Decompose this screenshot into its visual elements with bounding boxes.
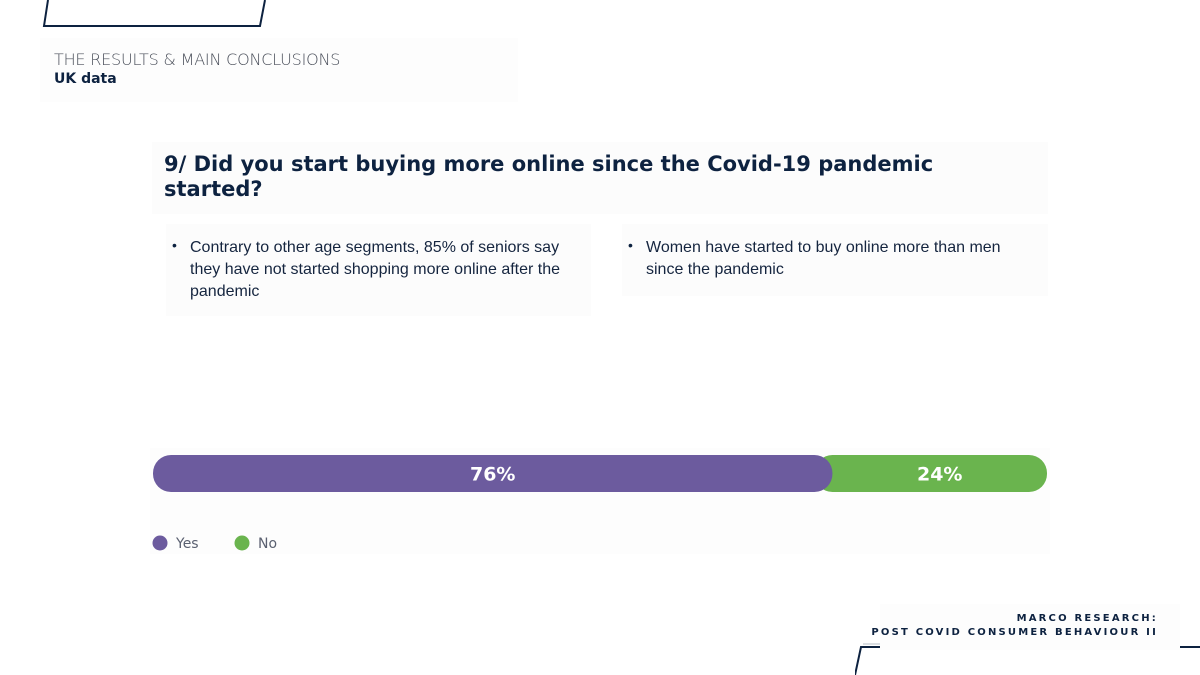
note-card-gender: • Women have started to buy online more …: [622, 224, 1048, 296]
bullet-icon: •: [172, 237, 177, 253]
footer-line-1: MARCO RESEARCH:: [1016, 613, 1158, 624]
footer-branding: MARCO RESEARCH: POST COVID CONSUMER BEHA…: [871, 612, 1158, 640]
question-box: 9/ Did you start buying more online sinc…: [152, 142, 1048, 214]
data-label-no: 24%: [917, 464, 962, 486]
section-header: THE RESULTS & MAIN CONCLUSIONS UK data: [40, 38, 518, 102]
legend-marker-yes: [152, 535, 168, 551]
legend-label-no: No: [258, 536, 277, 552]
bar-segment-yes: [153, 455, 833, 492]
section-label: THE RESULTS & MAIN CONCLUSIONS: [54, 50, 341, 69]
note-text: Women have started to buy online more th…: [646, 239, 1001, 278]
section-subtitle: UK data: [54, 71, 117, 87]
corner-decoration-top: [42, 0, 266, 27]
footer-line-2: POST COVID CONSUMER BEHAVIOUR II: [871, 627, 1158, 638]
legend-label-yes: Yes: [175, 536, 199, 552]
footer-background: [880, 604, 1180, 650]
legend-marker-no: [234, 535, 250, 551]
note-text: Contrary to other age segments, 85% of s…: [190, 239, 561, 300]
data-label-yes: 76%: [470, 464, 515, 486]
question-title: 9/ Did you start buying more online sinc…: [164, 152, 934, 201]
note-card-seniors: • Contrary to other age segments, 85% of…: [166, 224, 591, 316]
bullet-icon: •: [628, 237, 633, 253]
bar-segment-no: [814, 455, 1047, 492]
